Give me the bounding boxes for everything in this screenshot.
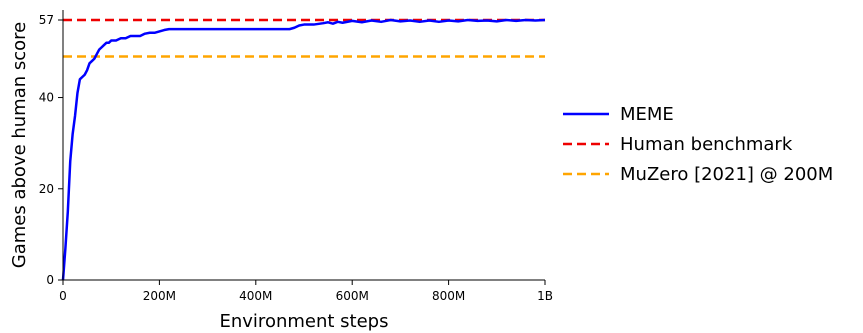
x-tick-label: 1B	[537, 289, 553, 303]
y-tick-label: 20	[39, 182, 54, 196]
series-layer	[61, 18, 546, 281]
x-axis-label: Environment steps	[220, 311, 389, 332]
x-tick-label: 600M	[336, 289, 369, 303]
axes	[62, 10, 545, 281]
y-tick-label: 40	[39, 91, 54, 105]
y-axis-label: Games above human score	[9, 22, 30, 268]
x-tick-label: 0	[59, 289, 67, 303]
y-tick-label: 0	[46, 273, 54, 287]
legend-label-human-benchmark: Human benchmark	[620, 134, 793, 155]
legend-label-meme: MEME	[620, 104, 674, 125]
x-tick-label: 200M	[143, 289, 176, 303]
legend: MEME Human benchmark MuZero [2021] @ 200M	[563, 104, 833, 185]
y-tick-label: 57	[39, 13, 54, 27]
x-tick-label: 400M	[239, 289, 272, 303]
series-line-meme	[61, 18, 546, 281]
ticks: 0 200M 400M 600M 800M 1B 0 20 40 57	[39, 13, 553, 303]
legend-label-muzero-2021-200m: MuZero [2021] @ 200M	[620, 164, 833, 185]
x-tick-label: 800M	[432, 289, 465, 303]
